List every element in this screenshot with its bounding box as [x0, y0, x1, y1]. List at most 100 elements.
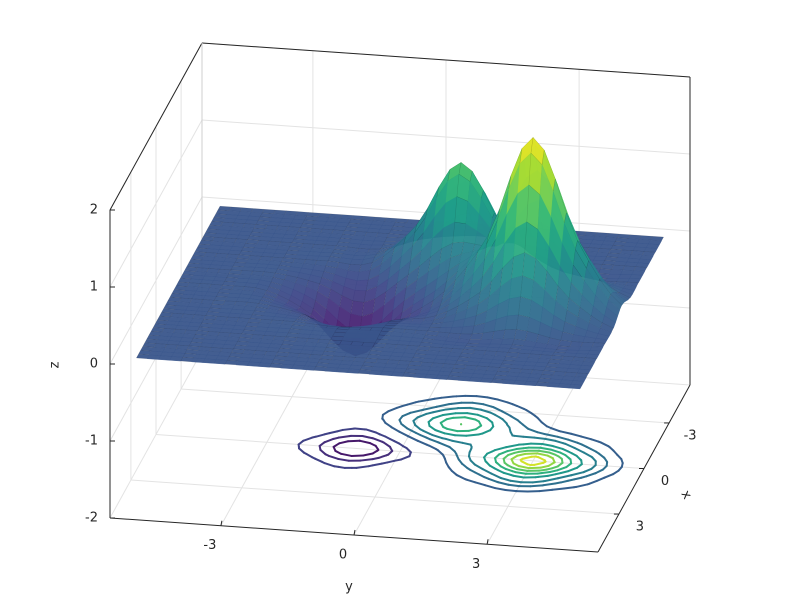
y-tick	[486, 539, 489, 545]
contour-segment	[585, 472, 597, 478]
contour-segment	[445, 407, 459, 411]
contour-segment	[340, 452, 353, 457]
contour-segment	[547, 461, 556, 467]
contour-segment	[539, 446, 552, 451]
contour-segment	[359, 439, 372, 445]
contour-segment	[570, 432, 583, 438]
surface-patch	[368, 370, 383, 376]
y-tick	[220, 520, 223, 526]
contour-segment	[556, 435, 569, 441]
contour-segment	[588, 479, 598, 485]
contour-segment	[522, 442, 533, 446]
contour-segment	[332, 442, 341, 448]
contour-segment	[475, 395, 489, 399]
contour-segment	[531, 480, 545, 484]
surface-patch	[595, 252, 610, 257]
contour-segment	[452, 416, 466, 419]
contour-segment	[513, 450, 520, 454]
contour-segment	[385, 453, 390, 457]
contour-segment	[428, 444, 437, 451]
surface-patch	[136, 353, 150, 359]
contour-segment	[512, 474, 525, 479]
contour-segment	[490, 472, 502, 479]
surface-patch	[580, 342, 595, 348]
contour-segment	[387, 406, 398, 413]
contour-segment	[438, 408, 448, 412]
contour-segment	[537, 449, 551, 454]
contour-segment	[465, 433, 480, 437]
contour-segment	[544, 437, 557, 442]
contour-segment	[509, 479, 523, 484]
surface-patch	[598, 268, 612, 275]
surface-patch	[513, 380, 527, 386]
contour-segment	[542, 460, 547, 464]
contour-segment	[539, 464, 550, 469]
contour-segment	[611, 469, 620, 476]
contour-segment	[510, 415, 519, 422]
surface-patch	[516, 352, 531, 359]
surface-patch	[546, 382, 561, 388]
contour-segment	[515, 447, 525, 451]
contour-segment	[520, 460, 529, 466]
contour-segment	[521, 423, 529, 430]
contour-segment	[421, 429, 431, 435]
contour-segment	[380, 461, 389, 465]
contour-segment	[474, 481, 486, 486]
contour-segment	[428, 438, 440, 444]
contour-segment	[567, 467, 576, 473]
contour-segment	[554, 439, 565, 445]
contour-segment	[497, 481, 510, 486]
contour-segment	[406, 401, 417, 406]
contour-segment	[418, 412, 428, 418]
surface-patch	[324, 367, 339, 373]
surface-patch	[557, 383, 572, 389]
contour-segment	[517, 449, 529, 453]
contour-segment	[467, 428, 477, 432]
surface-patch	[243, 262, 258, 268]
contour-segment	[573, 476, 583, 481]
contour-segment	[355, 465, 370, 469]
contour-segment	[466, 478, 477, 484]
contour-segment	[484, 484, 497, 490]
contour-segment	[491, 449, 496, 453]
x-axis-label: x	[678, 488, 695, 502]
contour-segment	[496, 398, 509, 404]
grid-line	[130, 479, 619, 515]
contour-segment	[450, 401, 463, 405]
surface-patch	[246, 361, 261, 367]
contour-segment	[476, 413, 488, 420]
contour-segment	[537, 474, 549, 478]
contour-segment	[546, 433, 559, 438]
surface-patch	[258, 362, 272, 368]
contour-segment	[417, 398, 430, 403]
contour-segment	[546, 473, 557, 477]
z-tick-label: -1	[85, 434, 98, 449]
contour-segment	[327, 454, 340, 460]
contour-segment	[386, 459, 396, 464]
contour-segment	[341, 427, 355, 431]
contour-segment	[583, 467, 593, 473]
contour-segment	[435, 429, 446, 435]
surface-patch	[213, 359, 228, 365]
contour-segment	[422, 405, 438, 411]
contour-segment	[300, 439, 305, 444]
contour-segment	[298, 447, 306, 454]
contour-segment	[538, 488, 553, 493]
contour-segment	[433, 396, 443, 400]
contour-segment	[573, 447, 585, 454]
contour-segment	[525, 409, 533, 415]
surface-patch	[568, 384, 583, 390]
contour-segment	[386, 410, 390, 414]
contour-segment	[414, 423, 422, 431]
contour-segment	[482, 403, 493, 408]
surface-patch	[591, 342, 606, 348]
contour-segment	[417, 439, 428, 446]
surface-patch	[380, 370, 394, 376]
surface-patch	[611, 264, 626, 271]
surface-patch	[435, 374, 450, 380]
contour-segment	[543, 477, 559, 483]
contour-segment	[597, 452, 605, 459]
contour-segment	[502, 471, 513, 477]
contour-segment	[445, 416, 455, 421]
